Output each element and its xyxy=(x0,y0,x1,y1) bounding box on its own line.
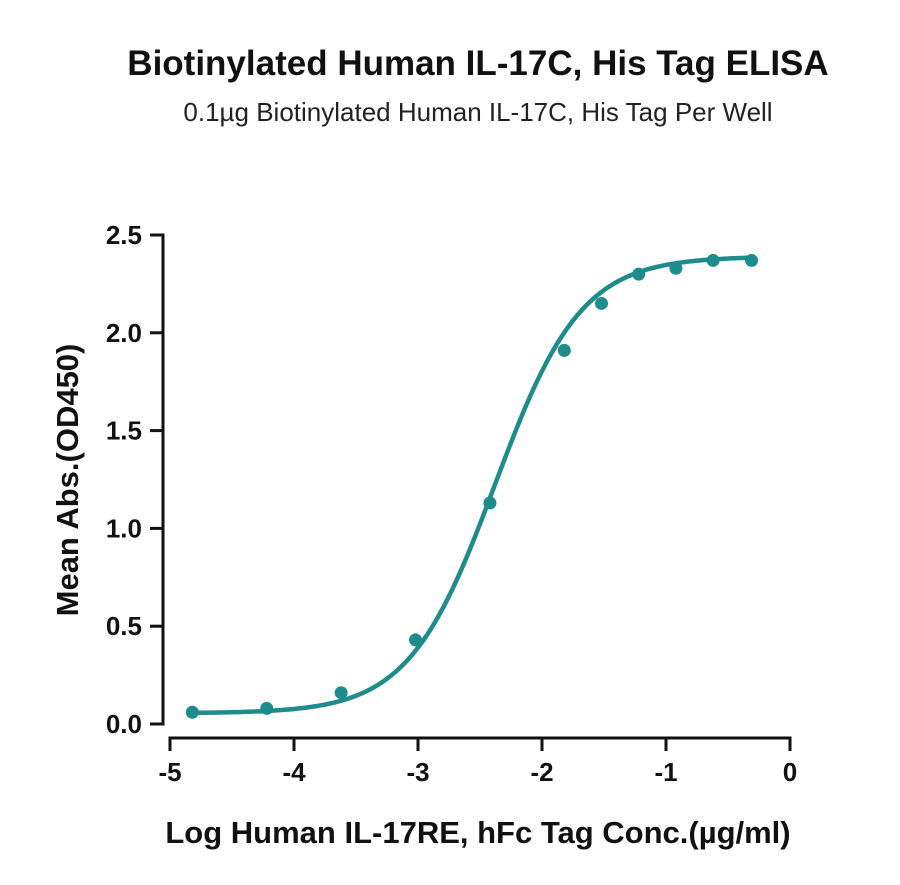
y-tick-label: 0.0 xyxy=(106,709,142,739)
data-point xyxy=(409,633,423,647)
data-point xyxy=(669,261,683,275)
data-points xyxy=(185,253,759,719)
data-point xyxy=(595,296,609,310)
data-point xyxy=(632,267,646,281)
data-point xyxy=(745,253,759,267)
data-point xyxy=(334,686,348,700)
chart-subtitle: 0.1µg Biotinylated Human IL-17C, His Tag… xyxy=(183,97,772,127)
x-tick-label: -5 xyxy=(158,757,181,787)
y-ticks: 0.0 0.5 1.0 1.5 2.0 2.5 xyxy=(106,220,163,739)
y-tick-label: 0.5 xyxy=(106,611,142,641)
x-tick-label: -3 xyxy=(406,757,429,787)
data-point xyxy=(185,705,199,719)
x-tick-label: -2 xyxy=(530,757,553,787)
x-ticks: -5 -4 -3 -2 -1 0 xyxy=(158,738,797,787)
y-tick-label: 2.0 xyxy=(106,318,142,348)
y-tick-label: 1.5 xyxy=(106,416,142,446)
data-point xyxy=(706,253,720,267)
y-tick-label: 1.0 xyxy=(106,513,142,543)
x-tick-label: -1 xyxy=(654,757,677,787)
data-point xyxy=(557,343,571,357)
x-tick-label: -4 xyxy=(282,757,306,787)
x-tick-label: 0 xyxy=(783,757,797,787)
fit-curve xyxy=(192,255,752,716)
y-axis-title: Mean Abs.(OD450) xyxy=(50,344,85,617)
data-point xyxy=(483,496,497,510)
y-tick-label: 2.5 xyxy=(106,220,142,250)
data-point xyxy=(260,701,274,715)
chart-title: Biotinylated Human IL-17C, His Tag ELISA xyxy=(127,44,828,83)
x-axis-title: Log Human IL-17RE, hFc Tag Conc.(µg/ml) xyxy=(165,815,790,850)
axes xyxy=(161,233,792,740)
